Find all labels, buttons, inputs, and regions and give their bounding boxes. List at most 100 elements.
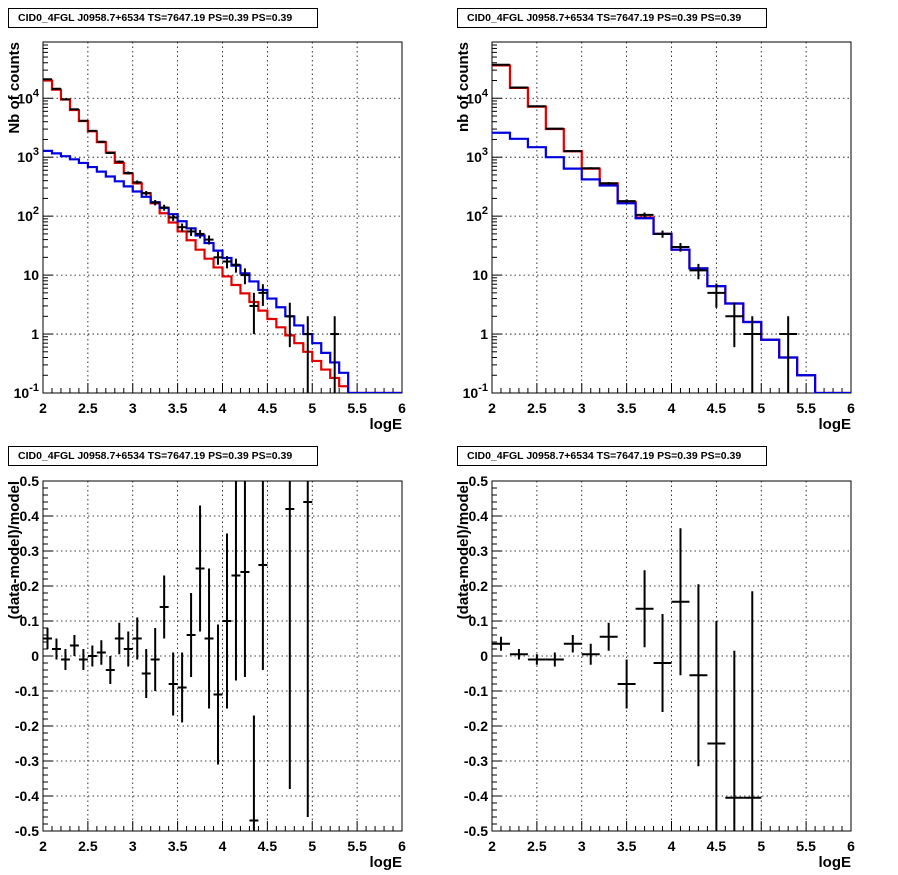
data-point	[150, 628, 160, 691]
data-point	[141, 191, 151, 196]
y-tick-label: 0	[480, 648, 488, 664]
x-tick-label: 2	[488, 838, 496, 854]
data-point	[186, 227, 196, 237]
grid-lines	[492, 481, 851, 831]
data-point	[87, 645, 97, 667]
y-tick-label: 104	[466, 87, 489, 106]
x-tick-label: 4.5	[707, 400, 727, 416]
plot-title-bottom-left: CID0_4FGL J0958.7+6534 TS=7647.19 PS=0.3…	[8, 446, 318, 466]
data-point	[222, 533, 232, 709]
data-point	[249, 715, 259, 831]
x-tick-label: 4	[219, 400, 227, 416]
data-point	[204, 568, 214, 709]
chart-panel-2: 2 2.5 3 3.5 4 4.5 5 5.5 6logE-0.5-0.4-0.3-0.2-0.…	[6, 473, 406, 871]
data-point	[231, 481, 241, 681]
data-point	[303, 316, 313, 393]
data-point	[168, 652, 178, 716]
y-tick-label: -0.4	[464, 788, 488, 804]
y-tick-label: -0.1	[15, 683, 39, 699]
y-axis-title: nb of counts	[455, 42, 472, 132]
x-axis-title: logE	[819, 854, 852, 871]
y-tick-label: 1	[31, 326, 39, 342]
data-point	[635, 212, 654, 218]
data-point	[303, 481, 313, 817]
data-point	[231, 258, 241, 273]
data-point	[240, 268, 250, 285]
y-tick-label: 0.1	[469, 613, 489, 629]
x-tick-label: 3.5	[168, 838, 188, 854]
x-tick-label: 5.5	[347, 400, 367, 416]
x-tick-label: 2	[488, 400, 496, 416]
data-point	[258, 284, 268, 306]
y-tick-label: 0.2	[20, 578, 40, 594]
y-tick-label: 10	[23, 267, 39, 283]
x-tick-label: 2.5	[78, 838, 98, 854]
data-point	[240, 481, 250, 677]
x-tick-label: 5.5	[796, 838, 816, 854]
y-tick-label: 0.1	[20, 613, 40, 629]
data-point	[222, 256, 232, 269]
data-point	[545, 127, 564, 130]
x-tick-label: 2	[39, 400, 47, 416]
y-tick-label: -0.3	[15, 753, 39, 769]
data-point	[581, 167, 600, 170]
y-tick-label: -0.3	[464, 753, 488, 769]
y-tick-label: 10	[472, 267, 488, 283]
y-axis: 10-1 1 10 102 103 104	[14, 41, 53, 401]
data-point	[743, 316, 762, 393]
y-axis-title: Nb of counts	[6, 42, 23, 134]
x-tick-label: 5.5	[347, 838, 367, 854]
data-point	[599, 182, 618, 185]
x-tick-label: 3	[578, 838, 586, 854]
data-point	[617, 199, 636, 204]
data-point	[330, 316, 340, 393]
data-point	[123, 631, 133, 667]
data-point	[123, 171, 133, 175]
data-point	[96, 140, 106, 143]
y-tick-label: -0.5	[15, 823, 39, 839]
data-point	[105, 656, 115, 684]
data-point	[177, 223, 187, 232]
x-axis-title: logE	[370, 416, 403, 433]
data-point	[141, 649, 151, 698]
y-tick-label: 10-1	[463, 382, 488, 401]
data-point	[779, 316, 798, 393]
x-tick-label: 3.5	[168, 400, 188, 416]
data-point	[258, 481, 268, 670]
y-tick-label: 103	[466, 146, 488, 165]
x-axis: 2 2.5 3 3.5 4 4.5 5 5.5 6	[488, 821, 855, 854]
x-axis: 2 2.5 3 3.5 4 4.5 5 5.5 6	[39, 821, 406, 854]
data-point	[132, 617, 142, 660]
x-tick-label: 6	[398, 400, 406, 416]
data-point	[653, 614, 672, 712]
x-tick-label: 6	[847, 400, 855, 416]
data-point	[285, 302, 295, 348]
data-point	[78, 119, 88, 122]
data-point	[213, 624, 223, 765]
x-tick-label: 2	[39, 838, 47, 854]
x-tick-label: 3	[578, 400, 586, 416]
data-point	[689, 584, 708, 767]
x-tick-label: 2.5	[527, 400, 547, 416]
y-tick-label: 102	[466, 205, 488, 224]
data-point	[213, 251, 223, 265]
x-axis: 2 2.5 3 3.5 4 4.5 5 5.5 6	[39, 383, 406, 416]
data-point	[159, 575, 169, 639]
x-tick-label: 5	[757, 400, 765, 416]
plot-title-top-left: CID0_4FGL J0958.7+6534 TS=7647.19 PS=0.3…	[8, 8, 318, 28]
data-point	[527, 105, 546, 108]
y-tick-label: -0.1	[464, 683, 488, 699]
data-point	[51, 638, 61, 660]
y-tick-label: -0.2	[15, 718, 39, 734]
data-point	[671, 528, 690, 676]
y-axis: 10-1 1 10 102 103 104	[463, 41, 502, 401]
data-point	[743, 591, 762, 831]
data-point	[60, 649, 70, 670]
data-point	[653, 230, 672, 238]
data-point	[78, 649, 88, 670]
y-tick-label: 0.3	[469, 543, 489, 559]
y-axis: -0.5 -0.4 -0.3 -0.2 -0.1 0 0.1 0.2 0.3 0.4 0.5	[464, 473, 502, 839]
data-point	[689, 263, 708, 280]
chart-panel-3: 2 2.5 3 3.5 4 4.5 5 5.5 6logE-0.5-0.4-0.3-0.2-0.…	[455, 473, 855, 871]
y-tick-label: 10-1	[14, 382, 39, 401]
